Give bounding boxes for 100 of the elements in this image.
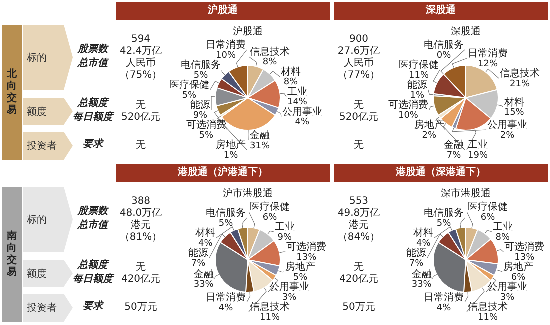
text: （75%） bbox=[118, 70, 164, 82]
slice-label: 医疗保健 bbox=[169, 79, 210, 92]
slice-label: 电信服务 bbox=[424, 207, 464, 220]
data-label: 10% bbox=[216, 50, 236, 61]
slice-label: 可选消费 bbox=[504, 241, 545, 254]
text: 420亿元 bbox=[338, 274, 380, 286]
slice-label: 工业 bbox=[287, 86, 308, 98]
text: 无 bbox=[135, 140, 147, 152]
slice-label: 医疗保健 bbox=[250, 201, 290, 214]
text: （84%） bbox=[336, 232, 382, 244]
slice-label: 信息技术 bbox=[250, 46, 290, 58]
data-label: 7% bbox=[446, 150, 462, 161]
data-label: 9% bbox=[278, 232, 293, 243]
text: 420亿元 bbox=[120, 274, 162, 286]
text: 520亿元 bbox=[120, 112, 162, 124]
data-label: 8% bbox=[496, 232, 511, 243]
text: 总市值 bbox=[76, 58, 110, 70]
chart-subtitle: 沪股通 bbox=[233, 26, 263, 38]
text: 50万元 bbox=[124, 302, 158, 314]
slice-label: 材料 bbox=[412, 227, 434, 240]
slice-label: 可选消费 bbox=[388, 99, 428, 112]
data-label: 19% bbox=[468, 150, 488, 161]
chart-title: 港股通（深港通下） bbox=[334, 164, 548, 182]
text: 股票数 bbox=[76, 44, 110, 56]
slice-label: 材料 bbox=[503, 96, 524, 108]
slice-label: 工业 bbox=[274, 221, 295, 234]
slice-label: 公用事业 bbox=[488, 119, 528, 132]
slice-label: 材料 bbox=[280, 66, 301, 78]
data-label: 5% bbox=[199, 130, 214, 141]
text: 594 bbox=[130, 34, 152, 46]
slice-label: 工业 bbox=[492, 221, 513, 234]
data-label: 6% bbox=[262, 212, 278, 223]
data-label: 3% bbox=[500, 292, 516, 303]
slice-label: 电信服务 bbox=[181, 59, 222, 72]
slice-label: 能源 bbox=[190, 99, 210, 112]
data-label: 10% bbox=[398, 110, 419, 121]
data-label: 8% bbox=[284, 78, 299, 88]
slice-label: 金融 bbox=[250, 130, 270, 142]
text: 无 bbox=[135, 262, 147, 274]
text: 无 bbox=[135, 100, 147, 112]
slice-label: 公用事业 bbox=[488, 281, 528, 294]
text: 50万元 bbox=[342, 302, 376, 314]
data-label: 31% bbox=[250, 141, 270, 152]
slice-label: 能源 bbox=[407, 79, 428, 92]
side-tab: 北向交易 bbox=[2, 25, 22, 160]
chart-title: 港股通（沪港通下） bbox=[116, 164, 330, 182]
chart-title: 深股通 bbox=[334, 2, 548, 20]
slice-label: 金融 bbox=[444, 139, 464, 152]
text: 无 bbox=[353, 262, 365, 274]
slice-label: 日常消费 bbox=[206, 39, 246, 52]
data-label: 15% bbox=[504, 108, 525, 118]
slice-label: 房地产 bbox=[216, 139, 246, 152]
slice-label: 信息技术 bbox=[468, 301, 508, 314]
text: 520亿元 bbox=[338, 112, 380, 124]
text: （81%） bbox=[118, 232, 164, 244]
slice-label: 日常消费 bbox=[206, 292, 246, 304]
text: 每日额度 bbox=[72, 112, 114, 124]
data-label: 14% bbox=[287, 98, 308, 108]
slice-label: 房地产 bbox=[504, 261, 534, 274]
data-label: 11% bbox=[260, 312, 280, 323]
data-label: 8% bbox=[262, 58, 278, 68]
text: 49.8万亿港元 bbox=[336, 208, 382, 232]
data-label: 6% bbox=[511, 272, 526, 283]
data-label: 13% bbox=[296, 252, 318, 263]
data-label: 6% bbox=[480, 212, 496, 223]
text: 27.6万亿人民币 bbox=[336, 46, 382, 70]
slice-label: 日常消费 bbox=[468, 48, 508, 60]
data-label: 1% bbox=[224, 150, 239, 161]
slice-label: 信息技术 bbox=[250, 301, 290, 314]
data-label: 4% bbox=[218, 303, 234, 314]
text: 总市值 bbox=[76, 220, 110, 232]
data-label: 5% bbox=[218, 218, 234, 229]
data-label: 3% bbox=[282, 292, 298, 303]
chart-subtitle: 沪市港股通 bbox=[223, 188, 273, 200]
data-label: 11% bbox=[409, 70, 430, 81]
data-label: 12% bbox=[478, 59, 498, 70]
text: 要求 bbox=[82, 139, 106, 151]
side-tab: 南向交易 bbox=[2, 187, 22, 322]
category-label: 电信服务 bbox=[424, 40, 464, 52]
slice-label: 金融 bbox=[412, 268, 432, 280]
data-label: 5% bbox=[293, 272, 308, 283]
text: 无 bbox=[353, 140, 365, 152]
text: 900 bbox=[348, 34, 370, 46]
slice-label: 房地产 bbox=[414, 119, 444, 132]
data-label: 5% bbox=[182, 90, 197, 101]
data-label: 21% bbox=[510, 79, 530, 90]
data-label: 2% bbox=[500, 130, 516, 141]
data-label: 9% bbox=[193, 110, 208, 121]
slice-label: 信息技术 bbox=[500, 68, 540, 80]
data-label: 2% bbox=[422, 130, 438, 141]
text: 0% bbox=[436, 50, 452, 61]
data-label: 5% bbox=[194, 70, 209, 81]
data-label: 13% bbox=[514, 252, 536, 263]
data-label: 4% bbox=[295, 118, 310, 128]
slice-label: 医疗保健 bbox=[468, 201, 508, 214]
data-label: 5% bbox=[436, 218, 452, 229]
data-label: 4% bbox=[198, 238, 214, 249]
slice-label: 日常消费 bbox=[424, 292, 464, 304]
slice-label: 房地产 bbox=[286, 261, 316, 274]
text: 总额度 bbox=[76, 98, 110, 110]
